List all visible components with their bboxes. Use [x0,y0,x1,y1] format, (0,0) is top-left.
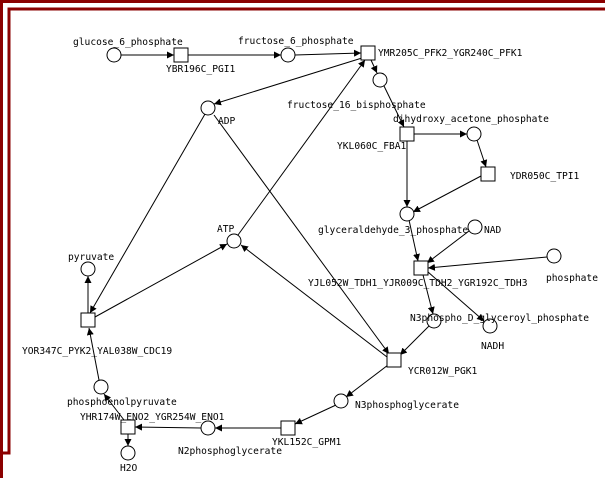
node-n3phospho-d-glyceroyl-phosphate[interactable] [426,313,442,329]
label-glyceraldehyde-3-phosphate: glyceraldehyde_3_phosphate [318,225,468,236]
edge-2pg-eno [134,423,202,431]
node-nad[interactable] [467,219,483,235]
label-reaction-gpm1: YKL152C_GPM1 [272,437,342,448]
node-reaction-pgk1[interactable] [386,352,402,368]
label-reaction-eno: YHR174W_ENO2_YGR254W_ENO1 [80,412,225,423]
node-reaction-fba1[interactable] [399,126,415,142]
label-n2phosphoglycerate: N2phosphoglycerate [178,446,282,457]
label-fructose-16-bisphosphate: fructose_16_bisphosphate [287,100,426,111]
edge-13bpg-pgk1 [399,324,431,356]
edge-tdh-13bpg [422,274,435,315]
label-atp: ATP [217,224,235,235]
edge-pfk-f16bp [370,59,378,74]
edge-pyk-atp [94,243,228,318]
edge-adp-pyk [89,113,206,314]
label-fructose-6-phosphate: fructose_6_phosphate [238,36,354,47]
edge-eno-pep [103,393,125,421]
edge-pep-pyk [86,327,100,381]
label-nad: NAD [484,225,502,236]
edges [84,49,548,446]
edge-f16bp-fba1 [383,85,405,128]
label-phosphoenolpyruvate: phosphoenolpyruvate [67,397,177,408]
label-adp: ADP [218,116,236,127]
node-reaction-eno[interactable] [120,419,136,435]
node-reaction-pgi1[interactable] [173,47,189,63]
reaction-nodes [80,45,496,436]
edge-g3p-tdh [408,219,420,262]
label-pyruvate: pyruvate [68,252,114,263]
node-phosphate[interactable] [546,248,562,264]
node-adp[interactable] [200,100,216,116]
edge-nad-tdh [426,230,470,264]
node-reaction-pyk[interactable] [80,312,96,328]
label-n3phosphoglycerate: N3phosphoglycerate [355,400,459,411]
label-reaction-pyk: YOR347C_PYK2_YAL038W_CDC19 [22,346,172,357]
label-reaction-fba1: YKL060C_FBA1 [337,141,407,152]
node-n3phosphoglycerate[interactable] [333,393,349,409]
labels: glucose_6_phosphate YBR196C_PGI1 fructos… [22,36,598,474]
node-glyceraldehyde-3-phosphate[interactable] [399,206,415,222]
metabolite-nodes [80,47,562,461]
label-reaction-pgk1: YCR012W_PGK1 [408,366,478,377]
edge-tpi1-g3p [412,175,482,213]
edge-f6p-pfk [294,49,362,57]
label-reaction-pgi1: YBR196C_PGI1 [166,64,236,75]
edge-tdh-nadh [427,271,485,322]
node-glucose-6-phosphate[interactable] [106,47,122,63]
node-dihydroxy-acetone-phosphate[interactable] [466,126,482,142]
label-reaction-tdh: YJL052W_TDH1_YJR009C_TDH2_YGR192C_TDH3 [308,278,528,289]
node-atp[interactable] [226,233,242,249]
label-n3phospho-d-glyceroyl-phosphate: N3phospho_D_glyceroyl_phosphate [410,313,589,324]
node-h2o[interactable] [120,445,136,461]
label-glucose-6-phosphate: glucose_6_phosphate [73,37,183,48]
node-phosphoenolpyruvate[interactable] [93,379,109,395]
node-n2phosphoglycerate[interactable] [200,420,216,436]
edge-pgk1-3pg [345,364,389,398]
label-reaction-pfk: YMR205C_PFK2_YGR240C_PFK1 [378,48,523,59]
node-pyruvate[interactable] [80,261,96,277]
node-reaction-pfk[interactable] [360,45,376,61]
edge-atp-pfk [237,59,366,236]
node-reaction-tpi1[interactable] [480,166,496,182]
node-reaction-gpm1[interactable] [280,420,296,436]
node-fructose-16-bisphosphate[interactable] [372,72,388,88]
node-reaction-tdh[interactable] [413,260,429,276]
edge-adp-pgk1 [213,114,390,355]
edge-phosphate-tdh [427,256,548,271]
node-nadh[interactable] [482,318,498,334]
node-fructose-6-phosphate[interactable] [280,47,296,63]
label-h2o: H2O [120,463,138,474]
label-reaction-tpi1: YDR050C_TPI1 [510,171,580,182]
edge-3pg-gpm1 [294,404,337,425]
label-phosphate: phosphate [546,273,598,284]
edge-dhap-tpi1 [476,139,488,168]
label-nadh: NADH [481,341,504,352]
edge-pfk-adp [213,57,363,106]
label-dihydroxy-acetone-phosphate: dihydroxy_acetone_phosphate [393,114,549,125]
edge-pgk1-atp [240,244,388,358]
